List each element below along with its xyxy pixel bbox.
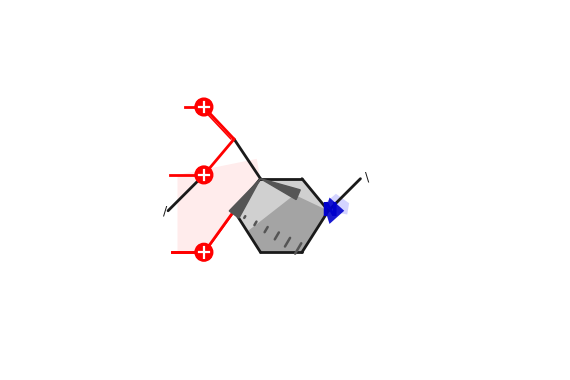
Text: \: \ <box>365 170 369 183</box>
Circle shape <box>196 99 212 115</box>
Polygon shape <box>325 198 344 224</box>
Polygon shape <box>324 194 349 215</box>
Polygon shape <box>177 159 260 252</box>
Polygon shape <box>229 179 260 218</box>
Text: /: / <box>163 204 167 217</box>
Polygon shape <box>260 179 300 200</box>
Polygon shape <box>234 179 328 252</box>
Text: N: N <box>321 201 337 220</box>
Polygon shape <box>247 195 328 252</box>
Circle shape <box>196 166 212 183</box>
Circle shape <box>196 244 212 261</box>
